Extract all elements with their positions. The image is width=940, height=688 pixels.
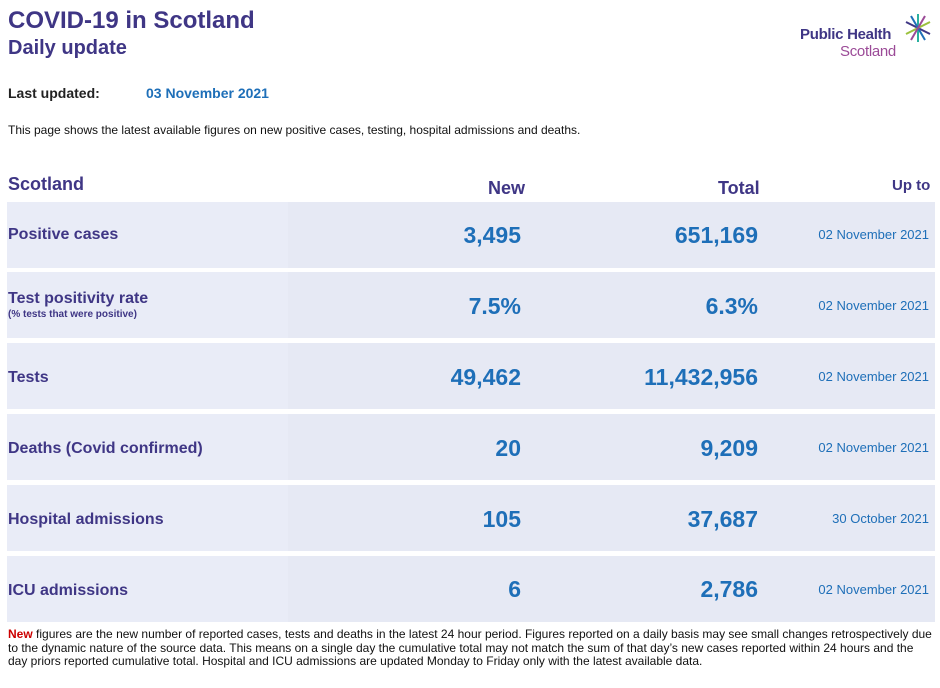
row-label-cell [7, 202, 288, 268]
row-new-value: 6 [508, 576, 521, 602]
table-row-deaths: Deaths (Covid confirmed) 20 9,209 02 Nov… [7, 414, 935, 480]
row-label: Positive cases [8, 226, 119, 243]
row-sublabel: (% tests that were positive) [8, 309, 137, 320]
row-date: 02 November 2021 [818, 440, 929, 455]
row-label-cell [7, 414, 288, 480]
row-total-value: 37,687 [687, 506, 758, 532]
footnote-highlight: New [8, 627, 33, 641]
row-total-value: 11,432,956 [644, 364, 758, 390]
column-header-region: Scotland [8, 174, 85, 194]
row-new-value: 20 [495, 435, 521, 461]
row-new-value: 7.5% [468, 293, 521, 319]
row-label: Test positivity rate [8, 290, 149, 307]
row-label: ICU admissions [8, 582, 129, 599]
column-header-total: Total [718, 178, 760, 198]
row-total-value: 9,209 [700, 435, 758, 461]
column-header-up-to: Up to [892, 177, 931, 194]
page-title: COVID-19 in Scotland [8, 7, 255, 34]
table-row-icu-admissions: ICU admissions 6 2,786 02 November 2021 [7, 556, 935, 622]
row-label-cell [7, 556, 288, 622]
table-row-positive-cases: Positive cases 3,495 651,169 02 November… [7, 202, 935, 268]
table-row-tests: Tests 49,462 11,432,956 02 November 2021 [7, 343, 935, 409]
row-label: Tests [8, 369, 49, 386]
row-date: 02 November 2021 [818, 227, 929, 242]
row-date: 02 November 2021 [818, 582, 929, 597]
footnote-text: figures are the new number of reported c… [8, 627, 932, 669]
footnote: New figures are the new number of report… [8, 627, 933, 669]
last-updated-value: 03 November 2021 [146, 85, 269, 101]
logo-text-line2: Scotland [840, 43, 896, 60]
phs-logo: Public Health Scotland [800, 12, 940, 62]
row-total-value: 2,786 [700, 576, 758, 602]
logo-star-icon [905, 14, 931, 42]
row-label: Deaths (Covid confirmed) [8, 440, 203, 457]
row-new-value: 3,495 [463, 222, 521, 248]
row-date: 02 November 2021 [818, 369, 929, 384]
row-label: Hospital admissions [8, 511, 164, 528]
intro-text: This page shows the latest available fig… [8, 123, 581, 137]
page-subtitle: Daily update [8, 37, 127, 59]
row-date: 02 November 2021 [818, 298, 929, 313]
column-header-new: New [488, 178, 526, 198]
row-label-cell [7, 485, 288, 551]
row-total-value: 6.3% [705, 293, 758, 319]
table-row-test-positivity: Test positivity rate (% tests that were … [7, 272, 935, 338]
row-date: 30 October 2021 [832, 511, 929, 526]
row-label-cell [7, 272, 288, 338]
row-label-cell [7, 343, 288, 409]
logo-text-line1: Public Health [800, 26, 892, 43]
row-total-value: 651,169 [674, 222, 758, 248]
last-updated-label: Last updated: [8, 85, 100, 101]
row-new-value: 49,462 [450, 364, 521, 390]
table-row-hospital-admissions: Hospital admissions 105 37,687 30 Octobe… [7, 485, 935, 551]
row-new-value: 105 [482, 506, 521, 532]
